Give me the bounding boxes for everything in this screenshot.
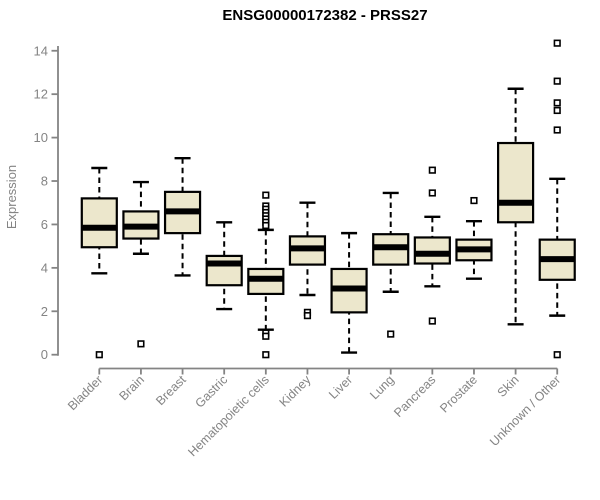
iqr-box-gastric bbox=[205, 254, 243, 287]
y-tick-label: 14 bbox=[34, 43, 48, 58]
outlier-point-pancreas bbox=[428, 166, 436, 174]
y-tick-label: 10 bbox=[34, 130, 48, 145]
outlier-point-hematopoietic-cells bbox=[262, 191, 270, 199]
outlier-point-unknown-other bbox=[553, 351, 561, 359]
outlier-point-pancreas bbox=[428, 189, 436, 197]
outlier-point-hematopoietic-cells bbox=[262, 221, 270, 230]
y-tick-label: 0 bbox=[41, 347, 48, 362]
outlier-point-kidney bbox=[303, 312, 312, 320]
y-tick-label: 6 bbox=[41, 217, 48, 232]
boxplot-group-breast bbox=[163, 157, 202, 277]
boxplot-group-kidney bbox=[288, 201, 327, 320]
y-tick-label: 8 bbox=[41, 174, 48, 189]
iqr-box-bladder bbox=[80, 197, 118, 249]
outlier-point-unknown-other bbox=[553, 39, 561, 47]
outlier-point-bladder bbox=[95, 351, 103, 359]
outlier-point-lung bbox=[387, 330, 395, 338]
outlier-point-prostate bbox=[470, 196, 478, 205]
y-tick-label: 2 bbox=[41, 304, 48, 319]
outlier-point-brain bbox=[137, 340, 145, 348]
boxplot-group-unknown-other bbox=[538, 39, 576, 359]
outlier-point-pancreas bbox=[428, 317, 436, 325]
outlier-point-unknown-other bbox=[553, 126, 561, 134]
boxplot-group-gastric bbox=[205, 221, 243, 311]
chart-title: ENSG00000172382 - PRSS27 bbox=[222, 7, 427, 24]
y-tick-label: 4 bbox=[41, 260, 48, 275]
boxplot-group-prostate bbox=[455, 196, 493, 280]
outlier-point-unknown-other bbox=[553, 106, 561, 115]
outlier-point-hematopoietic-cells bbox=[262, 351, 270, 359]
y-axis-label: Expression bbox=[4, 165, 19, 229]
boxplot-group-lung bbox=[372, 191, 410, 338]
outlier-point-hematopoietic-cells bbox=[262, 332, 270, 340]
boxplot-group-brain bbox=[122, 180, 160, 348]
y-tick-label: 12 bbox=[34, 87, 48, 102]
boxplot-group-bladder bbox=[80, 166, 118, 359]
iqr-box-pancreas bbox=[413, 236, 451, 265]
boxplot-group-pancreas bbox=[413, 166, 451, 325]
outlier-point-unknown-other bbox=[553, 77, 561, 85]
boxplot-group-skin bbox=[497, 87, 535, 326]
boxplot-group-liver bbox=[330, 231, 368, 354]
outlier-point-unknown-other bbox=[553, 99, 561, 107]
boxplot-group-hematopoietic-cells bbox=[247, 191, 285, 359]
iqr-box-skin bbox=[497, 141, 535, 224]
